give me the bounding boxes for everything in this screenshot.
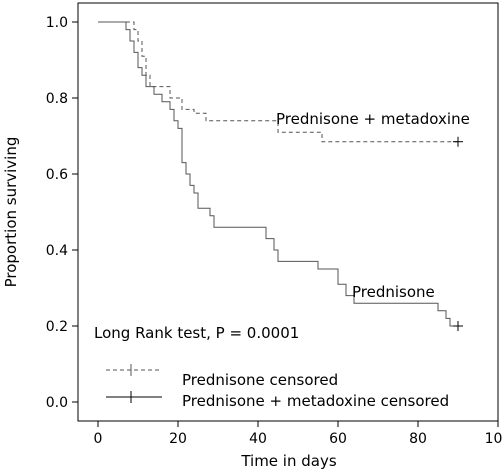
- x-tick-label: 0: [94, 431, 103, 447]
- plot-frame: [77, 2, 499, 422]
- y-tick-label: 0.8: [46, 91, 68, 107]
- y-axis-title: Proportion surviving: [2, 137, 20, 288]
- x-tick-label: 60: [329, 431, 347, 447]
- legend-label-prednisone-censored: Prednisone censored: [182, 371, 338, 389]
- x-tick-label: 100: [485, 431, 502, 447]
- legend-label-prednisone-metadoxine-censored: Prednisone + metadoxine censored: [182, 392, 449, 410]
- y-tick-label: 0.6: [46, 167, 68, 183]
- y-tick-label: 0.2: [46, 319, 68, 335]
- series-label-prednisone: Prednisone: [352, 283, 435, 301]
- y-axis: 0.0 0.2 0.4 0.6 0.8 1.0: [46, 15, 78, 411]
- series-line-prednisone: [98, 21, 458, 327]
- survival-curves: [98, 21, 463, 331]
- x-axis-title: Time in days: [240, 452, 337, 470]
- y-tick-label: 1.0: [46, 15, 68, 31]
- x-tick-label: 20: [169, 431, 187, 447]
- series-label-prednisone-metadoxine: Prednisone + metadoxine: [276, 110, 470, 128]
- x-axis: 0 20 40 60 80 100: [94, 421, 502, 447]
- x-tick-label: 40: [249, 431, 267, 447]
- series-line-prednisone-metadoxine: [98, 21, 458, 143]
- long-rank-test-annotation: Long Rank test, P = 0.0001: [94, 324, 299, 342]
- x-tick-label: 80: [409, 431, 427, 447]
- y-tick-label: 0.4: [46, 243, 68, 259]
- legend: Prednisone censored Prednisone + metadox…: [106, 364, 449, 410]
- y-tick-label: 0.0: [46, 395, 68, 411]
